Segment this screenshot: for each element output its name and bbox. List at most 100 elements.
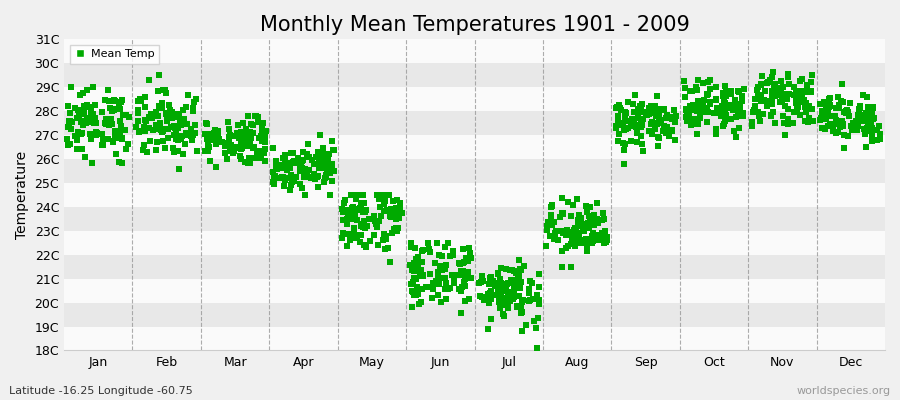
Point <box>167 113 182 120</box>
Point <box>167 123 182 130</box>
Point <box>155 100 169 106</box>
Legend: Mean Temp: Mean Temp <box>69 45 158 64</box>
Point <box>456 258 471 265</box>
Point <box>292 158 307 164</box>
Point <box>699 104 714 111</box>
Point <box>697 97 711 104</box>
Point <box>318 175 332 182</box>
Point <box>600 237 615 243</box>
Point <box>561 199 575 205</box>
Point <box>69 137 84 143</box>
Point <box>686 106 700 112</box>
Point <box>451 272 465 278</box>
Point <box>793 98 807 104</box>
Point <box>68 105 83 111</box>
Point <box>609 124 624 131</box>
Point <box>633 103 647 110</box>
Point <box>778 132 792 138</box>
Point <box>105 138 120 144</box>
Point <box>455 284 470 291</box>
Point <box>696 80 710 86</box>
Point <box>277 156 292 162</box>
Point <box>185 108 200 114</box>
Point <box>119 112 133 118</box>
Point <box>379 234 393 240</box>
Point <box>226 150 240 156</box>
Point <box>824 103 838 109</box>
Point <box>238 135 253 142</box>
Point <box>732 88 746 95</box>
Point <box>69 132 84 139</box>
Point <box>432 252 446 258</box>
Point <box>619 126 634 133</box>
Point <box>134 98 148 104</box>
Point <box>355 200 369 206</box>
Point <box>89 120 104 126</box>
Point <box>184 131 198 137</box>
Point <box>793 78 807 84</box>
Point <box>554 248 569 255</box>
Point <box>139 117 153 124</box>
Point <box>570 234 584 241</box>
Point <box>644 118 659 125</box>
Point <box>658 126 672 132</box>
Point <box>97 120 112 126</box>
Point <box>595 230 609 236</box>
Point <box>651 120 665 126</box>
Point <box>657 123 671 130</box>
Point <box>241 113 256 119</box>
Point <box>376 237 391 244</box>
Point <box>452 286 466 292</box>
Point <box>326 147 340 154</box>
Point <box>371 242 385 248</box>
Point <box>112 118 127 124</box>
Point <box>387 226 401 232</box>
Point <box>203 131 218 138</box>
Point <box>152 126 166 132</box>
Point <box>869 137 884 143</box>
Point <box>643 104 657 111</box>
Point <box>774 88 788 94</box>
Point <box>629 139 643 145</box>
Point <box>460 257 474 264</box>
Point <box>580 238 594 245</box>
Point <box>101 135 115 142</box>
Point <box>404 240 419 246</box>
Point <box>526 296 540 302</box>
Point <box>692 98 706 105</box>
Point <box>680 118 694 125</box>
Point <box>526 318 541 324</box>
Point <box>788 98 803 104</box>
Point <box>500 295 515 302</box>
Point <box>522 290 536 296</box>
Point <box>390 228 404 235</box>
Point <box>617 141 632 147</box>
Point <box>293 181 308 187</box>
Point <box>832 124 847 130</box>
Point <box>487 292 501 298</box>
Point <box>648 126 662 132</box>
Point <box>796 99 810 106</box>
Point <box>836 121 850 127</box>
Point <box>515 299 529 305</box>
Point <box>680 108 694 115</box>
Point <box>119 146 133 152</box>
Point <box>491 271 506 277</box>
Point <box>480 296 494 303</box>
Point <box>720 101 734 108</box>
Point <box>795 92 809 98</box>
Point <box>579 236 593 242</box>
Point <box>218 143 232 149</box>
Point <box>544 212 559 218</box>
Point <box>311 184 326 191</box>
Point <box>781 106 796 112</box>
Point <box>170 111 184 117</box>
Point <box>148 122 163 128</box>
Point <box>600 234 615 240</box>
Point <box>231 144 246 150</box>
Point <box>374 192 389 198</box>
Point <box>86 116 100 122</box>
Bar <box>64 135 885 159</box>
Point <box>631 114 645 121</box>
Point <box>598 232 612 238</box>
